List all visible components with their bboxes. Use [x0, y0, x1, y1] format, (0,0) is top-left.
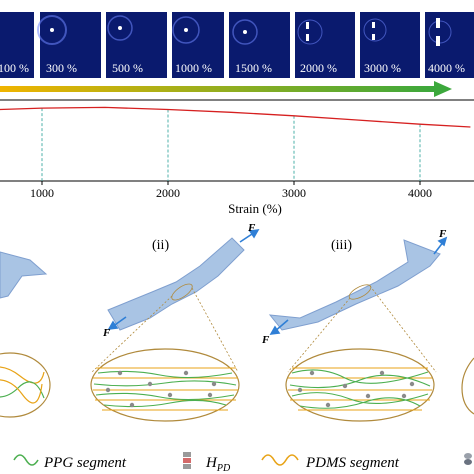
saxs-pattern-5: [229, 12, 290, 78]
hpd-legend-label: HPD: [205, 455, 231, 474]
chain-network-i: [0, 352, 51, 418]
saxs-pattern-4: [172, 12, 224, 78]
chain-network-iv-partial: [461, 357, 474, 415]
saxs-pattern-6: [295, 12, 355, 78]
pdms-legend-swatch: [261, 454, 299, 466]
x-tick-label-2000: 2000: [156, 186, 180, 200]
strain-label-300: 300 %: [46, 61, 77, 75]
saxs-pattern-1: [0, 12, 34, 78]
hpd-legend-swatch: [183, 452, 191, 469]
stage-label-iii: (iii): [331, 238, 352, 253]
hpd-legend-subscript: PD: [216, 463, 231, 474]
legend: PPG segment HPD PDMS segment: [13, 452, 472, 474]
stretching-schematic: (ii) (iii) F F F F: [0, 222, 474, 422]
strain-direction-arrow: [0, 81, 452, 97]
stage-label-ii: (ii): [152, 238, 169, 253]
specimen-ii: [107, 237, 245, 331]
strain-label-100: 100 %: [0, 61, 29, 75]
chain-network-ii: [90, 348, 240, 422]
force-label-1: F: [247, 222, 256, 234]
x-axis-label: Strain (%): [228, 201, 282, 216]
data-line: [0, 106, 471, 128]
x-tick-label-1000: 1000: [30, 186, 54, 200]
force-label-2: F: [102, 327, 111, 339]
x-tick-label-3000: 3000: [282, 186, 306, 200]
saxs-pattern-2: [40, 12, 101, 78]
chain-network-iii: [285, 348, 435, 422]
force-label-4: F: [261, 334, 270, 346]
specimen-i: [0, 251, 48, 299]
strain-label-500: 500 %: [112, 61, 143, 75]
saxs-pattern-3: [106, 12, 167, 78]
hpd-legend-main: H: [205, 455, 218, 471]
specimen-iii: [268, 239, 441, 331]
strain-label-1500: 1500 %: [235, 61, 272, 75]
pdms-legend-label: PDMS segment: [305, 455, 400, 471]
force-label-3: F: [438, 228, 447, 240]
x-tick-label-4000: 4000: [408, 186, 432, 200]
strain-label-1000: 1000 %: [175, 61, 212, 75]
ppg-legend-swatch: [13, 454, 39, 466]
saxs-pattern-7: [360, 12, 420, 78]
strain-label-3000: 3000 %: [364, 61, 401, 75]
ppg-legend-label: PPG segment: [43, 455, 127, 471]
strain-label-4000: 4000 %: [428, 61, 465, 75]
strain-chart: 1000 2000 3000 4000 Strain (%): [0, 99, 474, 216]
strain-label-2000: 2000 %: [300, 61, 337, 75]
legend-extra-symbol-partial: [464, 453, 472, 465]
saxs-pattern-strip: [0, 12, 474, 78]
